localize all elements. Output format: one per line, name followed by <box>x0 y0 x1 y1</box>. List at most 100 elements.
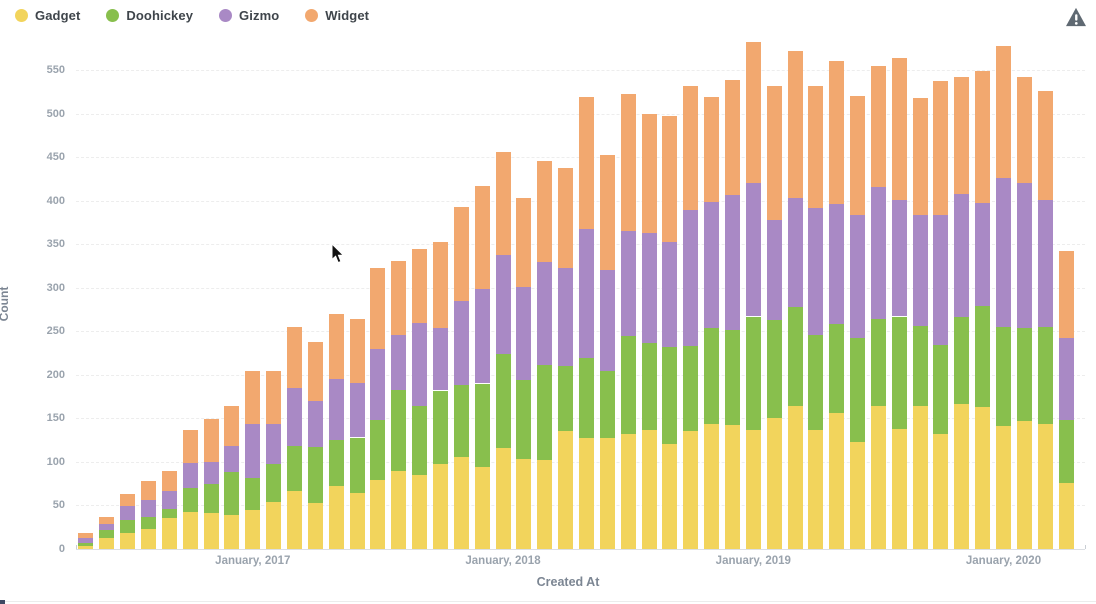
bar-segment-widget[interactable] <box>641 113 657 233</box>
bar-segment-gadget[interactable] <box>141 528 156 549</box>
bar-segment-widget[interactable] <box>412 248 428 323</box>
bar-segment-doohickey[interactable] <box>412 406 428 475</box>
bar-april-2018[interactable] <box>558 167 574 549</box>
bar-segment-widget[interactable] <box>745 42 761 184</box>
legend-item-widget[interactable]: Widget <box>305 8 369 23</box>
bar-segment-gadget[interactable] <box>287 490 302 549</box>
bar-segment-gizmo[interactable] <box>495 254 511 354</box>
bar-segment-doohickey[interactable] <box>328 440 344 487</box>
bar-segment-gadget[interactable] <box>120 533 136 549</box>
bar-october-2017[interactable] <box>432 241 448 549</box>
bar-segment-gadget[interactable] <box>933 434 949 549</box>
bar-segment-doohickey[interactable] <box>850 338 865 442</box>
bar-segment-gizmo[interactable] <box>141 500 156 517</box>
bar-segment-gadget[interactable] <box>996 426 1011 549</box>
bar-june-2019[interactable] <box>850 96 865 549</box>
bar-segment-gadget[interactable] <box>1037 423 1053 549</box>
bar-april-2017[interactable] <box>307 341 323 549</box>
bar-segment-doohickey[interactable] <box>1016 327 1032 421</box>
bar-segment-gadget[interactable] <box>745 429 761 549</box>
bar-segment-doohickey[interactable] <box>933 345 949 434</box>
bar-segment-widget[interactable] <box>662 116 678 242</box>
bar-segment-doohickey[interactable] <box>287 446 302 491</box>
bar-segment-gadget[interactable] <box>683 431 699 549</box>
bar-segment-widget[interactable] <box>120 494 136 507</box>
bar-segment-doohickey[interactable] <box>245 477 261 510</box>
bar-segment-gizmo[interactable] <box>203 461 219 484</box>
bar-segment-doohickey[interactable] <box>349 437 365 494</box>
bar-segment-gizmo[interactable] <box>245 423 261 478</box>
bar-segment-doohickey[interactable] <box>578 358 594 439</box>
bar-segment-gadget[interactable] <box>808 429 824 549</box>
legend-item-gizmo[interactable]: Gizmo <box>219 8 279 23</box>
bar-segment-doohickey[interactable] <box>120 520 136 534</box>
bar-april-2019[interactable] <box>808 85 824 549</box>
bar-segment-doohickey[interactable] <box>182 488 198 512</box>
bar-segment-widget[interactable] <box>578 97 594 229</box>
bar-segment-doohickey[interactable] <box>370 420 386 481</box>
bar-segment-widget[interactable] <box>307 341 323 401</box>
bar-segment-gizmo[interactable] <box>391 334 407 390</box>
bar-august-2018[interactable] <box>641 113 657 549</box>
bar-january-2018[interactable] <box>495 151 511 549</box>
bar-segment-gadget[interactable] <box>99 537 115 549</box>
bar-segment-doohickey[interactable] <box>891 316 907 429</box>
bar-december-2019[interactable] <box>975 70 991 549</box>
bar-segment-gadget[interactable] <box>724 424 740 549</box>
bar-segment-gadget[interactable] <box>558 430 574 549</box>
bar-segment-doohickey[interactable] <box>620 335 636 434</box>
bar-february-2019[interactable] <box>766 85 782 549</box>
bar-segment-gizmo[interactable] <box>620 231 636 336</box>
bar-segment-gizmo[interactable] <box>724 195 740 330</box>
bar-segment-widget[interactable] <box>1037 90 1053 200</box>
bar-segment-gadget[interactable] <box>870 406 886 549</box>
bar-segment-doohickey[interactable] <box>516 380 532 460</box>
bar-segment-gadget[interactable] <box>975 406 991 549</box>
bar-segment-doohickey[interactable] <box>99 529 115 538</box>
bar-segment-gizmo[interactable] <box>683 210 699 347</box>
bar-segment-gizmo[interactable] <box>328 379 344 441</box>
bar-segment-gizmo[interactable] <box>516 286 532 380</box>
bar-segment-gizmo[interactable] <box>432 327 448 391</box>
bar-segment-widget[interactable] <box>432 241 448 328</box>
bar-segment-doohickey[interactable] <box>599 370 615 438</box>
bar-march-2017[interactable] <box>287 326 302 549</box>
bar-segment-gizmo[interactable] <box>641 232 657 343</box>
bar-segment-gizmo[interactable] <box>474 289 490 384</box>
bar-segment-gizmo[interactable] <box>1058 338 1074 421</box>
bar-segment-widget[interactable] <box>99 516 115 524</box>
bar-segment-gadget[interactable] <box>891 428 907 549</box>
bar-segment-gadget[interactable] <box>954 404 970 549</box>
bar-segment-widget[interactable] <box>766 85 782 220</box>
bar-segment-gizmo[interactable] <box>224 446 240 473</box>
bar-segment-widget[interactable] <box>808 85 824 208</box>
bar-november-2017[interactable] <box>453 206 469 549</box>
bar-segment-gadget[interactable] <box>370 480 386 549</box>
bar-segment-gizmo[interactable] <box>912 215 928 326</box>
bar-segment-doohickey[interactable] <box>537 365 553 461</box>
bar-april-2020[interactable] <box>1058 251 1074 549</box>
bar-november-2016[interactable] <box>203 419 219 549</box>
bar-segment-gadget[interactable] <box>787 406 803 549</box>
bar-march-2019[interactable] <box>787 50 803 549</box>
bar-segment-doohickey[interactable] <box>745 316 761 430</box>
bar-segment-doohickey[interactable] <box>161 508 177 519</box>
bar-segment-doohickey[interactable] <box>224 472 240 515</box>
bar-segment-widget[interactable] <box>954 77 970 194</box>
bar-segment-gizmo[interactable] <box>182 462 198 488</box>
bar-segment-widget[interactable] <box>203 419 219 462</box>
bar-segment-widget[interactable] <box>78 533 94 538</box>
bar-january-2019[interactable] <box>745 42 761 549</box>
bar-segment-gadget[interactable] <box>412 475 428 549</box>
bar-segment-doohickey[interactable] <box>453 385 469 457</box>
bar-segment-gadget[interactable] <box>432 463 448 549</box>
bar-segment-doohickey[interactable] <box>704 327 719 424</box>
bar-segment-widget[interactable] <box>850 96 865 215</box>
bar-segment-gizmo[interactable] <box>453 300 469 386</box>
bar-august-2019[interactable] <box>891 57 907 549</box>
bar-segment-gadget[interactable] <box>850 441 865 549</box>
bar-segment-gizmo[interactable] <box>558 267 574 367</box>
bar-segment-gadget[interactable] <box>391 470 407 549</box>
bar-may-2016[interactable] <box>78 533 94 549</box>
bar-segment-doohickey[interactable] <box>996 326 1011 427</box>
